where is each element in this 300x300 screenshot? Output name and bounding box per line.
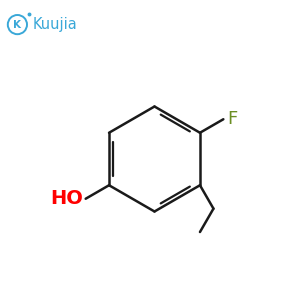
Text: K: K: [14, 20, 21, 30]
Text: F: F: [227, 110, 237, 128]
Text: Kuujia: Kuujia: [32, 16, 77, 32]
Text: HO: HO: [50, 189, 83, 208]
